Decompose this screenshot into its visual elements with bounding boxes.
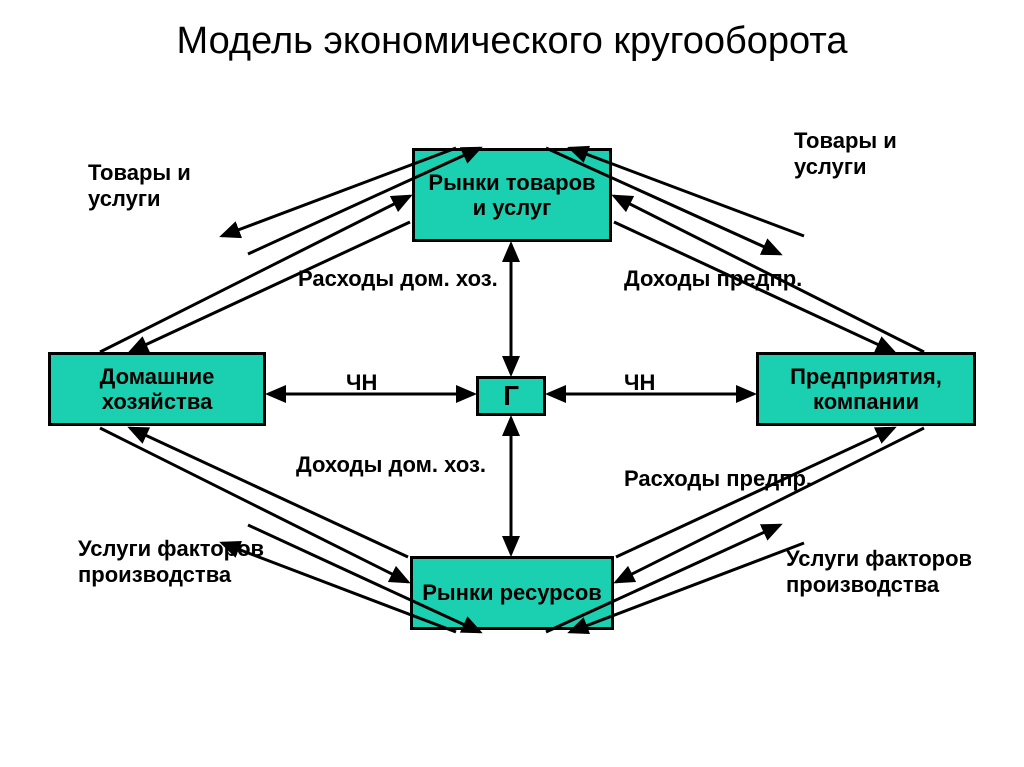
- node-goods-market: Рынки товаров и услуг: [412, 148, 612, 242]
- label-factor-services-left: Услуги факторов производства: [78, 536, 278, 589]
- node-enterprises: Предприятия, компании: [756, 352, 976, 426]
- label-factor-services-right: Услуги факторов производства: [786, 546, 986, 599]
- label-household-spending: Расходы дом. хоз.: [298, 266, 498, 292]
- label-household-income: Доходы дом. хоз.: [296, 452, 496, 478]
- label-net-tax-left: ЧН: [346, 370, 406, 396]
- label-goods-services-left: Товары и услуги: [88, 160, 238, 213]
- label-enterprise-income: Доходы предпр.: [624, 266, 824, 292]
- label-net-tax-right: ЧН: [624, 370, 684, 396]
- node-households: Домашние хозяйства: [48, 352, 266, 426]
- node-government: Г: [476, 376, 546, 416]
- label-enterprise-spending: Расходы предпр.: [624, 466, 824, 492]
- label-goods-services-right: Товары и услуги: [794, 128, 944, 181]
- node-resource-market: Рынки ресурсов: [410, 556, 614, 630]
- diagram-title: Модель экономического кругооборота: [0, 20, 1024, 63]
